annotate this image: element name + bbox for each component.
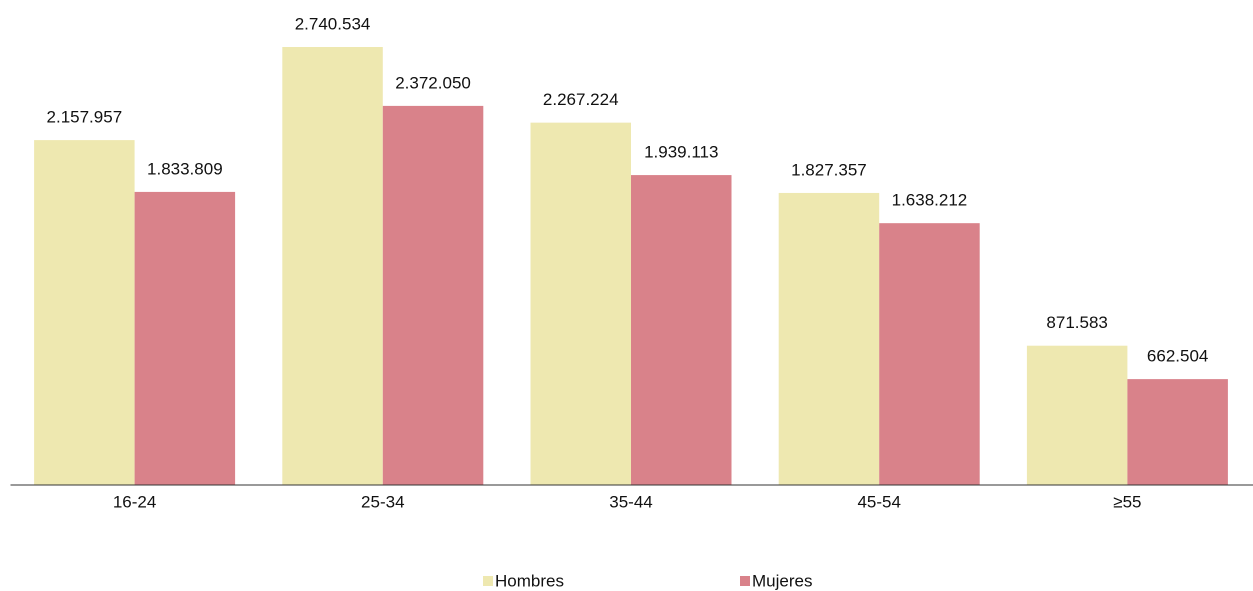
bar (631, 175, 732, 486)
bar (1127, 379, 1228, 485)
value-label: 662.504 (1147, 347, 1208, 366)
legend-label: Mujeres (752, 571, 812, 590)
bar (1026, 345, 1128, 485)
x-tick-label: ≥55 (1113, 492, 1141, 511)
value-label: 2.267.224 (543, 90, 619, 109)
bar (134, 191, 236, 485)
value-label: 2.372.050 (395, 73, 471, 92)
legend-swatch (483, 576, 493, 586)
value-label: 1.833.809 (147, 159, 223, 178)
x-tick-label: 45-54 (857, 492, 900, 511)
value-label: 1.638.212 (892, 191, 968, 210)
legend-label: Hombres (495, 571, 564, 590)
bar (34, 140, 135, 485)
value-label: 1.939.113 (644, 143, 718, 162)
x-tick-label: 16-24 (113, 492, 156, 511)
bar (382, 105, 484, 486)
x-tick-label: 35-44 (609, 492, 652, 511)
value-label: 2.740.534 (295, 14, 371, 33)
bar (879, 223, 980, 485)
value-label: 2.157.957 (47, 108, 123, 127)
bar (530, 122, 631, 486)
x-tick-label: 25-34 (361, 492, 404, 511)
value-label: 1.827.357 (791, 160, 867, 179)
legend-swatch (740, 576, 750, 586)
value-label: 871.583 (1046, 313, 1107, 332)
bar (778, 192, 880, 485)
bar (282, 47, 383, 485)
